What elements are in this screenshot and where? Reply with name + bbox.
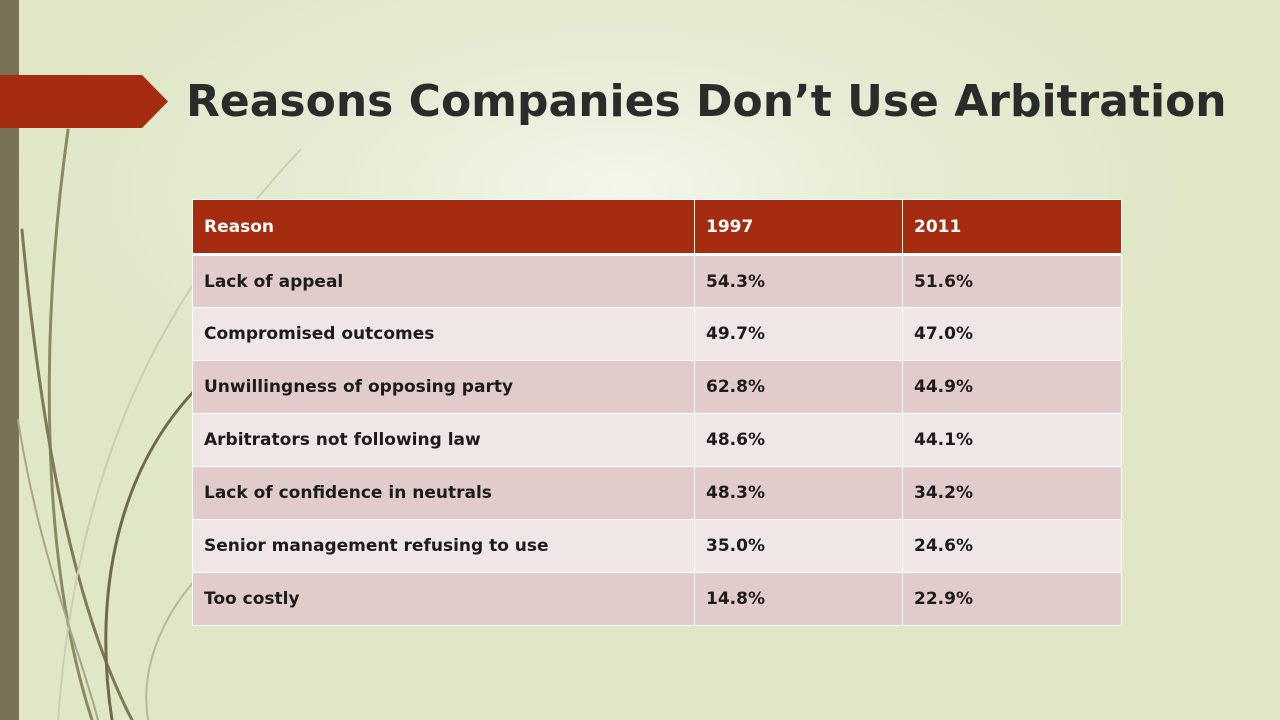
slide-title: Reasons Companies Don’t Use Arbitration (186, 76, 1227, 127)
header-2011: 2011 (902, 199, 1122, 256)
value-1997-cell: 48.6% (694, 413, 903, 467)
table-row: Senior management refusing to use 35.0% … (192, 519, 1122, 573)
value-1997-cell: 14.8% (694, 572, 903, 626)
reasons-table: Reason 1997 2011 Lack of appeal 54.3% 51… (192, 199, 1122, 626)
left-decor-bar (0, 0, 19, 720)
header-1997: 1997 (694, 199, 903, 256)
reason-cell: Too costly (192, 572, 695, 626)
value-2011-cell: 22.9% (902, 572, 1122, 626)
value-1997-cell: 62.8% (694, 360, 903, 414)
title-arrow-shape (0, 75, 168, 128)
reason-cell: Unwillingness of opposing party (192, 360, 695, 414)
table-row: Unwillingness of opposing party 62.8% 44… (192, 360, 1122, 414)
value-1997-cell: 48.3% (694, 466, 903, 520)
value-2011-cell: 47.0% (902, 307, 1122, 361)
value-2011-cell: 34.2% (902, 466, 1122, 520)
reason-cell: Senior management refusing to use (192, 519, 695, 573)
table-row: Arbitrators not following law 48.6% 44.1… (192, 413, 1122, 467)
value-1997-cell: 49.7% (694, 307, 903, 361)
table-row: Compromised outcomes 49.7% 47.0% (192, 307, 1122, 361)
table-row: Lack of confidence in neutrals 48.3% 34.… (192, 466, 1122, 520)
reason-cell: Compromised outcomes (192, 307, 695, 361)
table-header-row: Reason 1997 2011 (192, 199, 1122, 256)
grass-decoration (17, 128, 301, 720)
header-reason: Reason (192, 199, 695, 256)
reason-cell: Lack of appeal (192, 254, 695, 308)
reason-cell: Arbitrators not following law (192, 413, 695, 467)
table-row: Too costly 14.8% 22.9% (192, 572, 1122, 626)
value-2011-cell: 24.6% (902, 519, 1122, 573)
value-2011-cell: 51.6% (902, 254, 1122, 308)
value-2011-cell: 44.1% (902, 413, 1122, 467)
table-row: Lack of appeal 54.3% 51.6% (192, 254, 1122, 308)
value-1997-cell: 54.3% (694, 254, 903, 308)
value-2011-cell: 44.9% (902, 360, 1122, 414)
reason-cell: Lack of confidence in neutrals (192, 466, 695, 520)
value-1997-cell: 35.0% (694, 519, 903, 573)
